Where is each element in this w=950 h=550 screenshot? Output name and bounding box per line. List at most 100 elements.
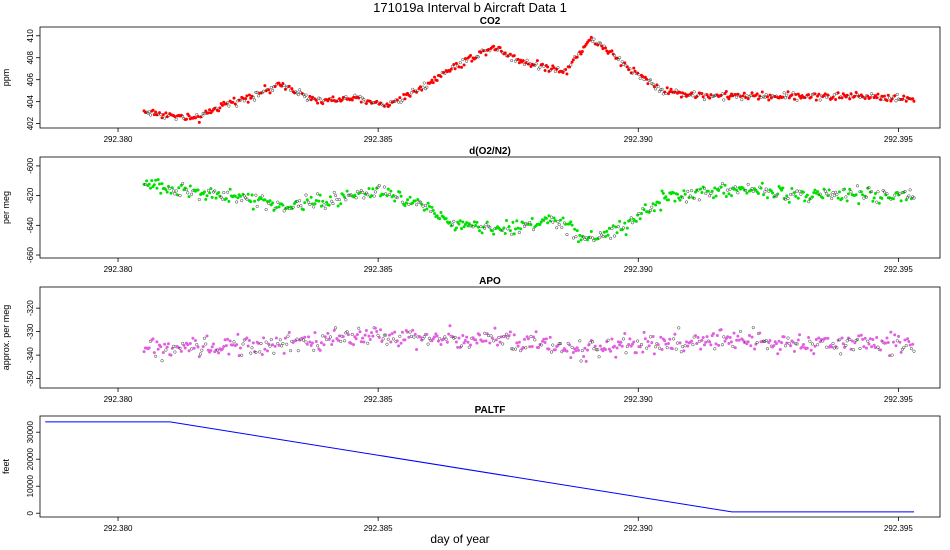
y-tick-label: 10000: [26, 475, 35, 498]
data-point: [893, 333, 897, 337]
data-point: [245, 197, 249, 201]
data-point: [238, 194, 242, 198]
data-point: [323, 335, 327, 339]
data-point: [733, 93, 737, 97]
data-point: [161, 350, 165, 354]
data-point: [507, 334, 511, 338]
data-point: [187, 195, 191, 199]
data-point: [458, 219, 462, 223]
data-point: [593, 344, 597, 348]
data-point: [553, 69, 557, 74]
data-point: [510, 232, 514, 236]
data-point: [661, 191, 665, 195]
data-point: [863, 336, 867, 340]
data-point: [813, 188, 817, 192]
data-point: [304, 193, 308, 197]
data-point: [159, 191, 163, 195]
data-point: [462, 63, 466, 67]
data-point: [359, 340, 363, 344]
data-point: [864, 346, 868, 350]
data-point: [483, 226, 487, 230]
data-point: [488, 341, 492, 345]
data-point: [475, 341, 479, 345]
data-point: [668, 337, 672, 341]
data-points: [142, 178, 916, 244]
y-axis-label: approx. per meg: [1, 305, 11, 371]
data-point: [731, 94, 735, 98]
data-point: [193, 116, 197, 120]
data-point: [600, 44, 604, 48]
data-points: [45, 421, 914, 513]
data-point: [179, 349, 183, 353]
data-point: [801, 342, 805, 346]
data-point: [408, 195, 412, 199]
data-point: [217, 351, 221, 355]
data-point: [621, 226, 626, 230]
data-point: [837, 190, 841, 194]
data-point: [871, 199, 875, 203]
data-point: [493, 326, 497, 330]
panel-paltf: PALTF 0 10000 20000 30000 feet 292.380 292.385 2…: [1, 405, 941, 533]
data-points: [142, 35, 916, 124]
data-point: [855, 337, 859, 342]
data-point: [589, 35, 593, 39]
data-point: [181, 181, 185, 186]
data-point: [251, 341, 255, 345]
data-point: [328, 195, 332, 199]
data-point: [349, 341, 353, 345]
data-point: [366, 341, 370, 345]
data-point: [751, 189, 755, 193]
data-point: [696, 93, 700, 97]
data-point: [321, 334, 325, 338]
data-point: [688, 194, 692, 198]
x-tick-label: 292.380: [104, 524, 133, 533]
data-point: [318, 348, 322, 352]
data-point: [256, 94, 260, 98]
data-point: [452, 219, 456, 223]
data-point: [367, 187, 371, 191]
data-point: [267, 202, 271, 206]
data-point: [227, 352, 231, 356]
data-point: [488, 49, 492, 53]
data-point: [420, 202, 424, 206]
data-point: [726, 188, 730, 192]
data-point: [245, 336, 249, 340]
data-point: [204, 109, 208, 113]
data-point: [160, 359, 164, 363]
data-point: [490, 229, 494, 233]
data-point: [250, 193, 254, 197]
data-point: [363, 333, 367, 337]
data-point: [889, 330, 893, 334]
data-point: [529, 65, 533, 69]
data-point: [466, 340, 470, 344]
data-point: [183, 186, 187, 190]
x-axis-label: day of year: [430, 532, 489, 546]
data-point: [251, 207, 255, 211]
data-point: [691, 94, 695, 98]
data-point: [547, 214, 551, 218]
data-point: [740, 98, 744, 102]
data-point: [516, 57, 520, 61]
data-point: [484, 53, 488, 57]
data-point: [286, 205, 290, 209]
data-point: [557, 342, 561, 346]
data-point: [898, 340, 902, 344]
data-point: [147, 346, 151, 350]
data-point: [187, 114, 191, 118]
data-point: [578, 339, 582, 343]
data-point: [268, 199, 272, 203]
data-point: [636, 213, 640, 217]
data-point: [614, 225, 618, 229]
data-point: [444, 337, 448, 341]
data-point: [879, 348, 883, 352]
data-point: [675, 341, 680, 345]
data-point: [810, 342, 814, 346]
data-point: [290, 87, 294, 91]
data-point: [834, 345, 838, 349]
data-point: [397, 344, 401, 348]
data-point: [211, 342, 215, 346]
data-point: [177, 186, 181, 190]
data-point: [521, 59, 525, 63]
data-point: [182, 343, 186, 347]
data-point: [735, 95, 739, 99]
